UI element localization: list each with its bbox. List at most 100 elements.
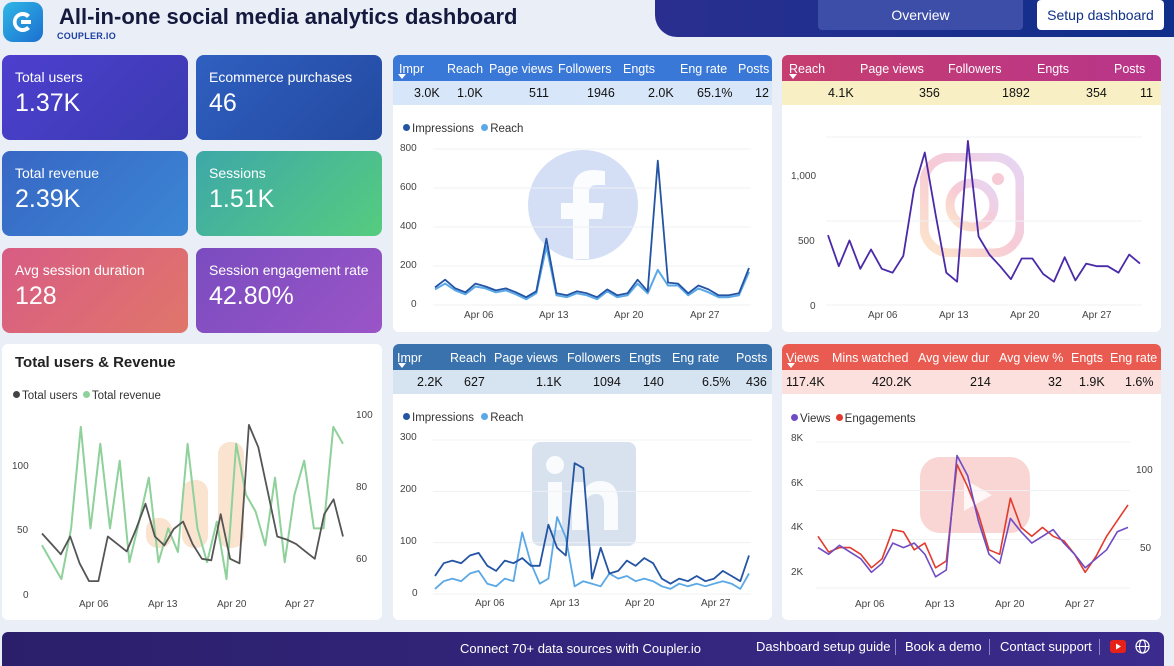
cell-avg-view-dur: 214 [970, 375, 991, 389]
series-reach-line [434, 516, 750, 590]
col-eng-rate[interactable]: Eng rate [1110, 351, 1158, 365]
col-posts[interactable]: Posts [738, 62, 770, 76]
cell-eng-rate: 65.1% [697, 86, 733, 100]
legend-total-users: Total users [22, 390, 78, 402]
cell-engts: 2.0K [648, 86, 674, 100]
y-tick-left: 8K [791, 433, 804, 444]
col-mins-watched[interactable]: Mins watched [832, 351, 909, 365]
legend-reach: Reach [490, 123, 524, 135]
youtube-table-header: Views Mins watched Avg view dur Avg view… [782, 344, 1161, 370]
y-tick-right: 100 [1136, 465, 1153, 476]
panel-title: Total users & Revenue [15, 354, 176, 371]
x-tick: Apr 13 [550, 598, 580, 609]
youtube-line-chart [816, 441, 1130, 589]
col-followers[interactable]: Followers [558, 62, 612, 76]
legend-dot [82, 391, 90, 398]
legend-total-revenue: Total revenue [91, 390, 161, 402]
col-impr[interactable]: Impr [397, 351, 422, 365]
cell-posts: 436 [746, 375, 767, 389]
header: All-in-one social media analytics dashbo… [0, 0, 1174, 44]
series-impressions-line [434, 462, 750, 585]
sort-desc-icon[interactable] [789, 74, 797, 79]
users-revenue-line-chart [41, 423, 344, 583]
cell-impr: 2.2K [417, 375, 443, 389]
footer-book-demo-link[interactable]: Book a demo [905, 639, 982, 654]
y-tick-left: 0 [23, 590, 29, 601]
y-tick: 100 [400, 536, 417, 547]
col-views[interactable]: Views [786, 351, 820, 365]
col-engts[interactable]: Engts [623, 62, 655, 76]
setup-dashboard-button[interactable]: Setup dashboard [1037, 0, 1164, 30]
col-page-views[interactable]: Page views [489, 62, 553, 76]
footer-divider [989, 639, 990, 655]
col-eng-rate[interactable]: Eng rate [672, 351, 720, 365]
facebook-panel: Impr Reach Page views Followers Engts En… [393, 55, 772, 332]
col-posts[interactable]: Posts [1114, 62, 1146, 76]
overview-button[interactable]: Overview [818, 0, 1023, 30]
col-avg-view-pct[interactable]: Avg view % [999, 351, 1064, 365]
legend-dot [835, 414, 843, 421]
sort-desc-icon[interactable] [787, 363, 795, 368]
y-tick: 0 [810, 301, 816, 312]
cell-page-views: 511 [529, 86, 549, 100]
sort-desc-icon[interactable] [398, 363, 406, 368]
cell-eng-rate: 1.6% [1125, 375, 1154, 389]
y-tick: 0 [411, 299, 417, 310]
kpi-value: 1.37K [15, 89, 81, 117]
sort-desc-icon[interactable] [398, 74, 406, 79]
users-revenue-legend: Total users Total revenue [13, 390, 161, 402]
x-tick: Apr 06 [475, 598, 505, 609]
col-posts[interactable]: Posts [736, 351, 768, 365]
footer: Connect 70+ data sources with Coupler.io… [2, 632, 1164, 666]
col-page-views[interactable]: Page views [494, 351, 558, 365]
col-reach[interactable]: Reach [450, 351, 487, 365]
cell-posts: 12 [755, 86, 769, 100]
col-eng-rate[interactable]: Eng rate [680, 62, 728, 76]
kpi-value: 128 [15, 282, 57, 310]
legend-views: Views [800, 413, 831, 425]
col-impr[interactable]: Impr [399, 62, 424, 76]
col-engts[interactable]: Engts [629, 351, 661, 365]
col-reach[interactable]: Reach [789, 62, 826, 76]
facebook-legend: Impressions Reach [403, 123, 523, 135]
col-engts[interactable]: Engts [1071, 351, 1103, 365]
x-tick: Apr 06 [868, 310, 898, 321]
kpi-value: 42.80% [209, 282, 294, 310]
kpi-value: 2.39K [15, 185, 81, 213]
series-reach-line [827, 140, 1141, 283]
y-tick-left: 2K [791, 567, 804, 578]
col-followers[interactable]: Followers [567, 351, 621, 365]
linkedin-panel: Impr Reach Page views Followers Engts En… [393, 344, 772, 620]
col-followers[interactable]: Followers [948, 62, 1002, 76]
kpi-total-revenue: Total revenue 2.39K [2, 151, 188, 236]
x-tick: Apr 27 [690, 310, 720, 321]
cell-avg-view-pct: 32 [1048, 375, 1062, 389]
y-tick-right: 60 [356, 554, 368, 565]
cell-reach: 627 [464, 375, 485, 389]
col-reach[interactable]: Reach [447, 62, 484, 76]
cell-engts: 1.9K [1079, 375, 1105, 389]
footer-contact-support-link[interactable]: Contact support [1000, 639, 1092, 654]
col-engts[interactable]: Engts [1037, 62, 1069, 76]
y-tick: 800 [400, 143, 417, 154]
col-page-views[interactable]: Page views [860, 62, 924, 76]
x-tick: Apr 20 [614, 310, 644, 321]
legend-reach: Reach [490, 412, 524, 424]
x-tick: Apr 27 [1065, 599, 1095, 610]
kpi-value: 1.51K [209, 185, 275, 213]
cell-engts: 140 [643, 375, 664, 389]
youtube-icon[interactable] [1110, 640, 1126, 653]
globe-icon[interactable] [1135, 639, 1150, 654]
youtube-legend: Views Engagements [791, 413, 916, 425]
footer-setup-guide-link[interactable]: Dashboard setup guide [756, 639, 891, 654]
legend-dot [13, 391, 20, 398]
legend-dot [791, 414, 798, 421]
x-tick: Apr 13 [539, 310, 569, 321]
instagram-line-chart [826, 136, 1142, 306]
kpi-label: Sessions [209, 165, 266, 181]
cell-posts: 11 [1140, 86, 1153, 100]
col-avg-view-dur[interactable]: Avg view dur [918, 351, 990, 365]
coupler-logo-icon[interactable] [3, 2, 43, 42]
footer-cta-link[interactable]: Connect 70+ data sources with Coupler.io [460, 641, 702, 656]
legend-dot [403, 413, 410, 420]
